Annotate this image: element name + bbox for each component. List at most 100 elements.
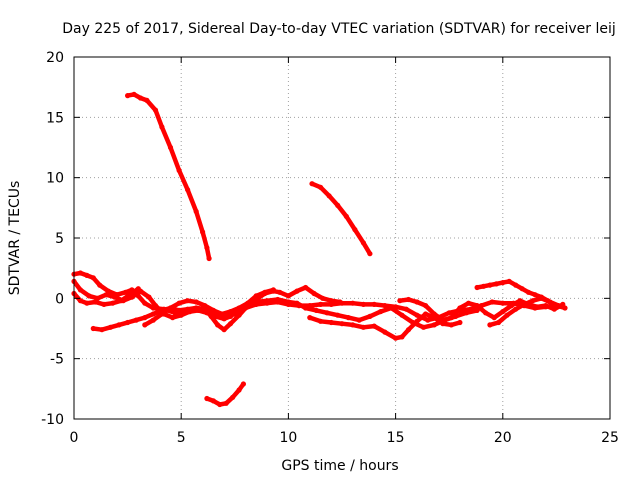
data-point: [193, 208, 199, 215]
data-point: [159, 124, 165, 130]
data-point: [425, 317, 431, 323]
data-point: [440, 317, 446, 323]
grid: [74, 57, 610, 419]
data-point: [414, 299, 420, 305]
data-point: [170, 315, 176, 321]
data-point: [294, 300, 300, 306]
data-point: [431, 311, 437, 317]
data-point: [318, 184, 324, 190]
data-point: [378, 309, 384, 315]
data-point: [513, 282, 519, 288]
data-point: [448, 315, 454, 321]
data-point: [90, 275, 96, 281]
data-point: [150, 317, 156, 323]
data-point: [525, 289, 532, 295]
data-point: [133, 317, 139, 323]
data-point: [465, 300, 472, 306]
data-point: [555, 303, 562, 309]
data-point: [405, 327, 412, 333]
data-point: [204, 245, 210, 251]
data-point: [345, 315, 351, 321]
data-point: [513, 306, 519, 312]
data-point: [146, 294, 152, 300]
x-tick-label: 15: [387, 430, 405, 446]
data-point: [142, 315, 148, 321]
data-point: [491, 315, 497, 321]
data-point: [77, 287, 83, 293]
data-point: [517, 298, 523, 304]
data-point: [360, 240, 366, 246]
data-point: [405, 296, 412, 303]
data-point: [521, 301, 527, 307]
data-point: [185, 306, 191, 312]
data-point: [423, 311, 429, 317]
data-point: [159, 311, 165, 317]
data-point: [382, 303, 388, 309]
data-series: [71, 91, 568, 408]
data-point: [193, 305, 199, 311]
data-point: [506, 278, 512, 284]
data-point: [399, 334, 405, 340]
data-point: [352, 227, 358, 233]
data-point: [399, 312, 405, 318]
data-point: [483, 310, 489, 316]
data-point: [112, 294, 118, 300]
data-point: [144, 97, 150, 103]
data-point: [200, 229, 206, 235]
data-point: [532, 292, 538, 298]
data-point: [227, 313, 234, 319]
data-point: [371, 301, 377, 307]
data-point: [388, 305, 394, 311]
chart-title: Day 225 of 2017, Sidereal Day-to-day VTE…: [62, 21, 616, 37]
data-point: [84, 272, 90, 278]
x-axis-label: GPS time / hours: [281, 458, 398, 474]
data-point: [547, 299, 553, 305]
data-point: [150, 311, 156, 317]
data-point: [142, 300, 148, 306]
data-point: [118, 298, 124, 304]
data-point: [223, 400, 229, 406]
data-point: [508, 303, 514, 309]
data-point: [335, 202, 341, 208]
data-point: [178, 312, 184, 318]
data-point: [137, 95, 144, 101]
data-point: [320, 295, 326, 301]
data-point: [86, 293, 92, 299]
y-tick-label: -10: [41, 412, 64, 428]
data-point: [215, 322, 221, 328]
data-point: [414, 318, 420, 324]
data-point: [84, 300, 90, 306]
data-point: [448, 322, 454, 328]
series-satellite-arc-8: [142, 287, 276, 328]
data-point: [262, 289, 268, 295]
data-point: [277, 289, 283, 295]
data-point: [227, 309, 234, 315]
data-point: [210, 307, 216, 313]
data-point: [397, 298, 403, 304]
data-point: [489, 299, 495, 305]
data-point: [110, 300, 116, 306]
data-point: [142, 322, 148, 328]
data-point: [204, 395, 210, 402]
y-axis-label: SDTVAR / TECUs: [7, 181, 23, 296]
data-point: [176, 167, 182, 173]
data-point: [92, 299, 98, 305]
y-tick-label: 10: [46, 171, 64, 187]
data-point: [90, 325, 96, 332]
data-point: [303, 284, 309, 291]
data-point: [101, 301, 107, 307]
data-point: [167, 305, 174, 311]
data-point: [487, 282, 493, 288]
data-point: [328, 319, 334, 326]
data-point: [208, 313, 214, 319]
data-point: [500, 300, 506, 306]
data-point: [414, 312, 420, 318]
data-point: [125, 319, 131, 326]
data-point: [337, 299, 343, 305]
data-point: [350, 322, 356, 328]
data-point: [253, 293, 259, 299]
data-point: [500, 309, 506, 315]
data-point: [431, 322, 437, 328]
